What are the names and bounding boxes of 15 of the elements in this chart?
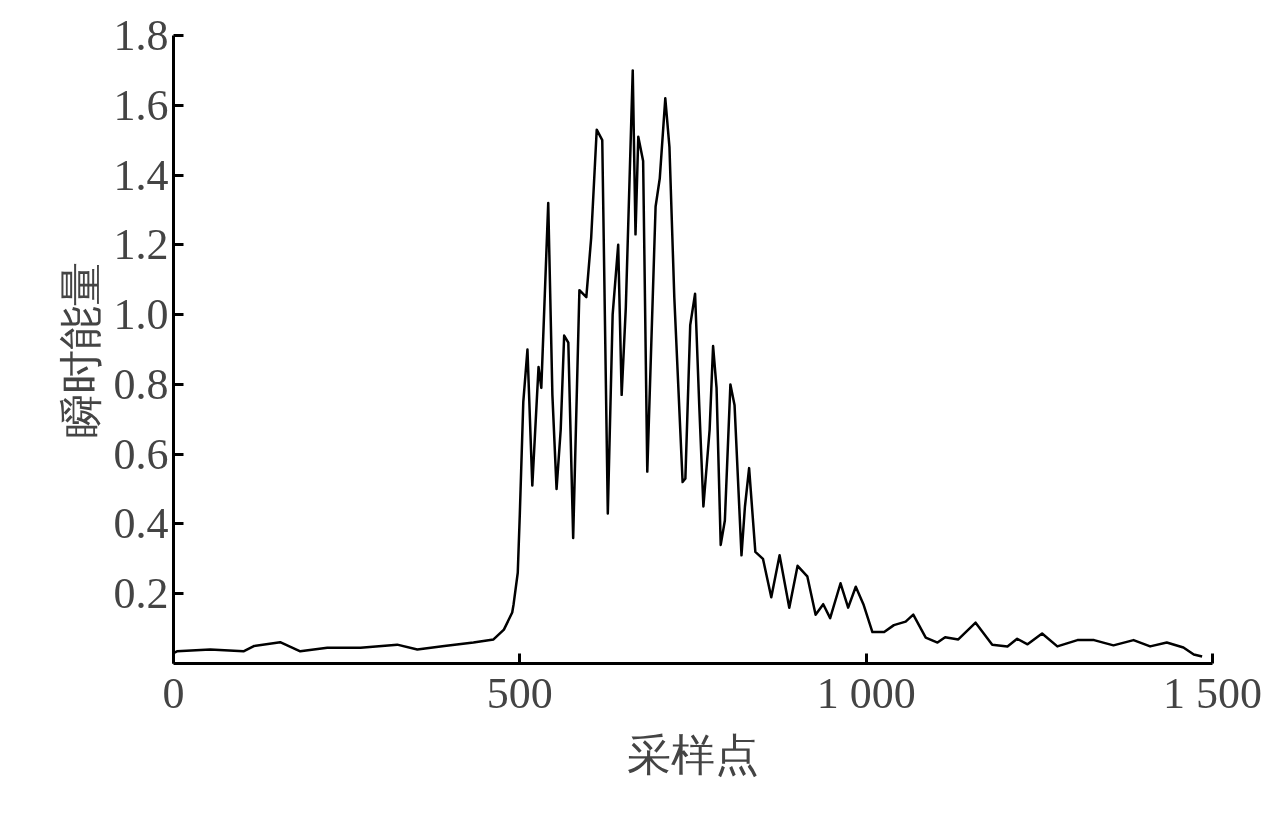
- x-tick-label: 0: [162, 668, 185, 718]
- x-tick-label: 500: [486, 668, 553, 718]
- y-tick-label: 0.2: [113, 569, 169, 619]
- y-axis-title: 瞬时能量: [56, 261, 106, 438]
- y-tick-label: 1.4: [113, 150, 169, 200]
- x-tick-label: 1 000: [816, 668, 916, 718]
- y-tick-label: 0.4: [113, 499, 169, 549]
- y-tick-label: 0.8: [113, 359, 169, 409]
- x-tick-label: 1 500: [1163, 668, 1262, 718]
- x-axis-title: 采样点: [627, 730, 759, 780]
- y-tick-label: 1.2: [113, 220, 169, 270]
- y-tick-label: 0.6: [113, 429, 169, 479]
- y-tick-label: 1.6: [113, 80, 169, 130]
- y-tick-label: 1.8: [113, 11, 169, 60]
- y-tick-label: 1.0: [113, 290, 169, 340]
